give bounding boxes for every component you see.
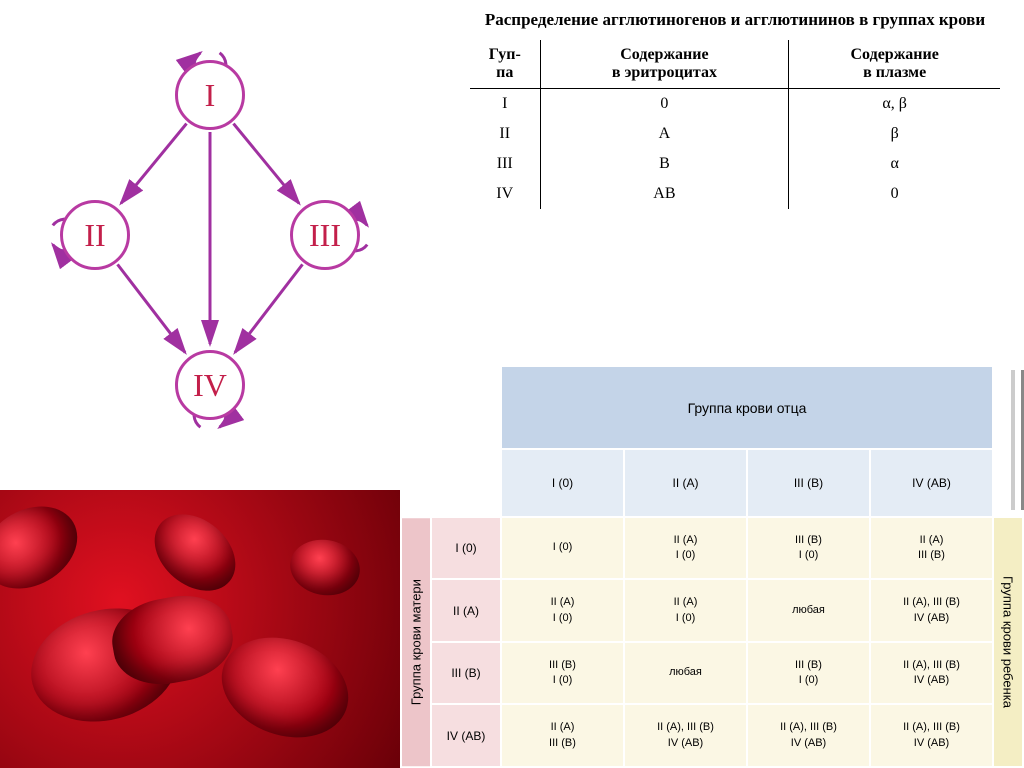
agglutinogen-table: Гуп-паСодержаниев эритроцитахСодержаниев… xyxy=(470,40,1000,209)
inheritance-cell: II (A)I (0) xyxy=(625,580,746,641)
node-IV: IV xyxy=(175,350,245,420)
inheritance-cell: II (A)III (B) xyxy=(871,518,992,579)
top-table-cell: β xyxy=(789,119,1000,149)
inheritance-cell: III (B)I (0) xyxy=(748,518,869,579)
top-table-header: Гуп-па xyxy=(470,40,540,89)
inheritance-table-wrap: Группа крови отца I (0)II (A)III (B)IV (… xyxy=(400,365,1024,768)
top-table-cell: III xyxy=(470,149,540,179)
top-table-cell: A xyxy=(540,119,789,149)
side-bars xyxy=(1009,370,1024,515)
inheritance-cell: II (A), III (B)IV (AB) xyxy=(871,580,992,641)
father-col: IV (AB) xyxy=(871,450,992,516)
inheritance-cell: любая xyxy=(748,580,869,641)
inheritance-cell: II (A)I (0) xyxy=(625,518,746,579)
inheritance-cell: III (B)I (0) xyxy=(748,643,869,704)
mother-row: III (B) xyxy=(432,643,500,704)
top-table-cell: AB xyxy=(540,179,789,209)
blood-group-diagram: IIIIIIIV xyxy=(40,30,370,450)
inheritance-cell: любая xyxy=(625,643,746,704)
father-col: II (A) xyxy=(625,450,746,516)
father-header: Группа крови отца xyxy=(502,367,992,448)
mother-row: IV (AB) xyxy=(432,705,500,766)
father-col: III (B) xyxy=(748,450,869,516)
top-table-cell: IV xyxy=(470,179,540,209)
father-col: I (0) xyxy=(502,450,623,516)
inheritance-cell: II (A)III (B) xyxy=(502,705,623,766)
inheritance-cell: II (A)I (0) xyxy=(502,580,623,641)
top-table-cell: α xyxy=(789,149,1000,179)
mother-header: Группа крови матери xyxy=(402,518,430,766)
inheritance-cell: II (A), III (B)IV (AB) xyxy=(748,705,869,766)
blood-cells-image xyxy=(0,490,400,768)
top-table-cell: II xyxy=(470,119,540,149)
top-table-cell: I xyxy=(470,89,540,120)
top-table-title: Распределение агглютиногенов и агглютини… xyxy=(470,10,1000,30)
top-table-cell: 0 xyxy=(540,89,789,120)
node-III: III xyxy=(290,200,360,270)
top-table-cell: B xyxy=(540,149,789,179)
top-table-cell: 0 xyxy=(789,179,1000,209)
inheritance-cell: II (A), III (B)IV (AB) xyxy=(625,705,746,766)
mother-row: II (A) xyxy=(432,580,500,641)
top-table-header: Содержаниев эритроцитах xyxy=(540,40,789,89)
inheritance-cell: I (0) xyxy=(502,518,623,579)
top-table-cell: α, β xyxy=(789,89,1000,120)
node-I: I xyxy=(175,60,245,130)
child-header: Группа крови ребенка xyxy=(994,518,1022,766)
inheritance-cell: III (B)I (0) xyxy=(502,643,623,704)
node-II: II xyxy=(60,200,130,270)
mother-row: I (0) xyxy=(432,518,500,579)
inheritance-cell: II (A), III (B)IV (AB) xyxy=(871,643,992,704)
inheritance-cell: II (A), III (B)IV (AB) xyxy=(871,705,992,766)
inheritance-table: Группа крови отца I (0)II (A)III (B)IV (… xyxy=(400,365,1024,768)
agglutinogen-table-wrap: Распределение агглютиногенов и агглютини… xyxy=(470,10,1000,209)
top-table-header: Содержаниев плазме xyxy=(789,40,1000,89)
